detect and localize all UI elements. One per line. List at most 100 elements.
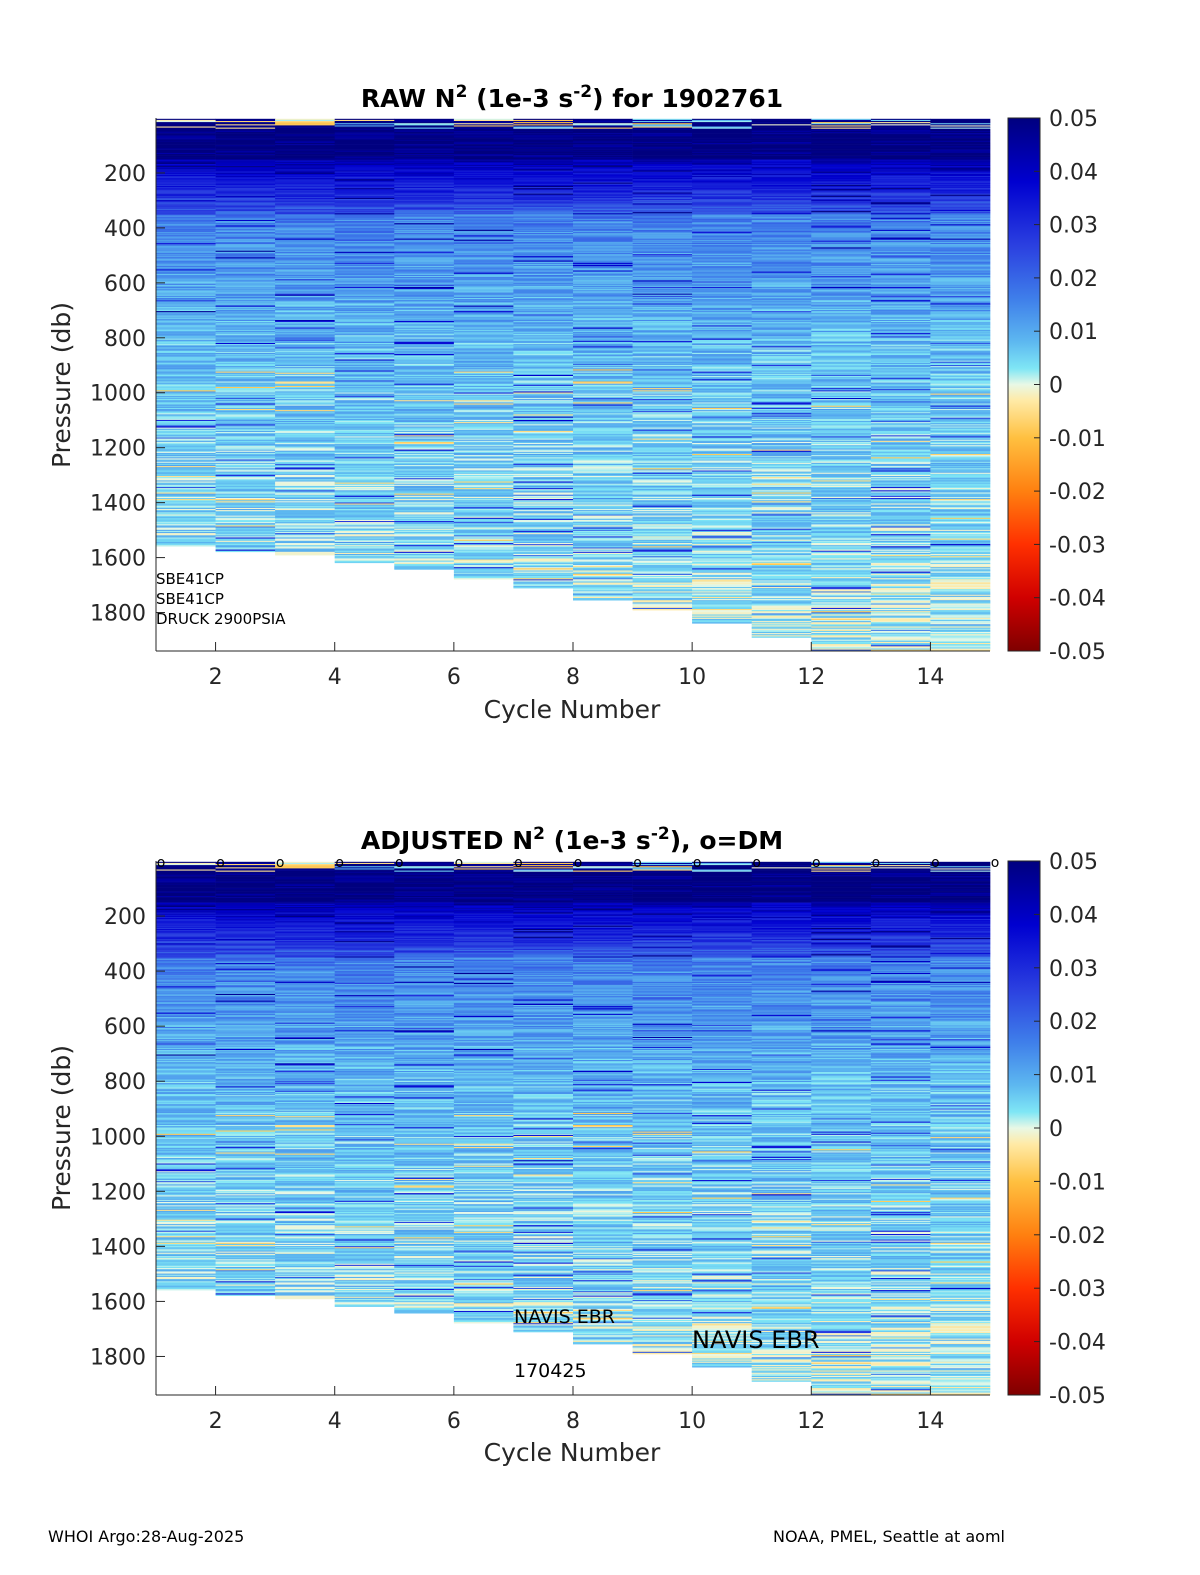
heatmap-cell xyxy=(692,441,752,444)
heatmap-cell xyxy=(573,485,633,488)
heatmap-cell xyxy=(513,126,574,128)
heatmap-cell xyxy=(751,512,812,514)
heatmap-cell xyxy=(453,380,514,382)
heatmap-cell xyxy=(156,445,216,447)
heatmap-cell xyxy=(453,361,514,364)
heatmap-cell xyxy=(215,405,276,408)
heatmap-cell xyxy=(692,190,752,192)
heatmap-cell xyxy=(513,150,574,153)
heatmap-cell xyxy=(573,495,633,498)
heatmap-cell xyxy=(573,174,633,177)
heatmap-cell xyxy=(513,216,574,218)
heatmap-cell xyxy=(692,199,752,201)
heatmap-cell xyxy=(692,396,752,399)
heatmap-cell xyxy=(573,584,633,587)
heatmap-cell xyxy=(692,412,752,414)
heatmap-cell xyxy=(513,236,574,238)
heatmap-cell xyxy=(513,246,574,248)
heatmap-cell xyxy=(156,262,216,265)
heatmap-cell xyxy=(513,124,574,126)
heatmap-cell xyxy=(751,260,812,262)
heatmap-cell xyxy=(156,316,216,318)
heatmap-cell xyxy=(811,327,872,329)
heatmap-cell xyxy=(751,618,812,621)
heatmap-cell xyxy=(215,280,276,282)
heatmap-cell xyxy=(811,381,872,383)
heatmap-cell xyxy=(513,197,574,200)
heatmap-cell xyxy=(751,439,812,442)
heatmap-cell xyxy=(275,245,335,247)
heatmap-cell xyxy=(215,415,276,417)
heatmap-cell xyxy=(215,345,276,347)
heatmap-cell xyxy=(573,536,633,538)
heatmap-cell xyxy=(453,351,514,354)
heatmap-cell xyxy=(215,434,276,436)
heatmap-cell xyxy=(751,501,812,503)
heatmap-cell xyxy=(215,348,276,350)
heatmap-cell xyxy=(215,271,276,273)
heatmap-cell xyxy=(275,281,335,283)
heatmap-cell xyxy=(573,340,633,343)
heatmap-cell xyxy=(394,538,455,540)
heatmap-cell xyxy=(394,260,455,262)
heatmap-cell xyxy=(453,533,514,535)
heatmap-cell xyxy=(632,358,693,360)
heatmap-cell xyxy=(215,549,276,551)
heatmap-cell xyxy=(632,480,693,482)
heatmap-cell xyxy=(632,609,693,611)
heatmap-cell xyxy=(394,206,455,209)
heatmap-cell xyxy=(453,440,514,443)
heatmap-cell xyxy=(156,523,216,525)
heatmap-cell xyxy=(751,281,812,283)
heatmap-cell xyxy=(632,558,693,560)
heatmap-cell xyxy=(811,197,872,200)
heatmap-cell xyxy=(692,573,752,576)
heatmap-cell xyxy=(156,248,216,250)
heatmap-cell xyxy=(215,343,276,345)
heatmap-cell xyxy=(573,287,633,289)
heatmap-cell xyxy=(692,168,752,170)
heatmap-cell xyxy=(692,525,752,527)
heatmap-cell xyxy=(275,202,335,204)
heatmap-cell xyxy=(215,495,276,498)
heatmap-cell xyxy=(215,130,276,133)
heatmap-cell xyxy=(334,229,395,232)
heatmap-cell xyxy=(811,150,872,153)
heatmap-cell xyxy=(215,400,276,402)
heatmap-cell xyxy=(692,125,752,127)
heatmap-cell xyxy=(751,257,812,259)
heatmap-cell xyxy=(632,257,693,259)
heatmap-cell xyxy=(751,183,812,186)
heatmap-cell xyxy=(632,235,693,237)
heatmap-cell xyxy=(751,489,812,491)
heatmap-cell xyxy=(573,173,633,176)
heatmap-cell xyxy=(394,502,455,504)
heatmap-cell xyxy=(811,210,872,212)
heatmap-cell xyxy=(692,300,752,302)
heatmap-cell xyxy=(513,472,574,475)
heatmap-cell xyxy=(334,445,395,447)
heatmap-cell xyxy=(394,251,455,254)
heatmap-cell xyxy=(513,398,574,400)
heatmap-cell xyxy=(394,246,455,248)
heatmap-cell xyxy=(692,407,752,410)
heatmap-cell xyxy=(573,405,633,408)
heatmap-cell xyxy=(632,509,693,511)
heatmap-cell xyxy=(573,200,633,202)
heatmap-cell xyxy=(692,191,752,193)
heatmap-cell xyxy=(334,335,395,337)
heatmap-cell xyxy=(811,223,872,225)
heatmap-cell xyxy=(453,396,514,399)
heatmap-cell xyxy=(334,324,395,326)
heatmap-cell xyxy=(632,389,693,391)
heatmap-cell xyxy=(453,390,514,392)
heatmap-cell xyxy=(751,492,812,494)
heatmap-cell xyxy=(394,284,455,287)
heatmap-cell xyxy=(573,529,633,532)
heatmap-cell xyxy=(156,350,216,353)
heatmap-cell xyxy=(632,559,693,561)
heatmap-cell xyxy=(215,463,276,466)
heatmap-cell xyxy=(215,255,276,257)
heatmap-cell xyxy=(632,538,693,540)
heatmap-cell xyxy=(394,507,455,510)
